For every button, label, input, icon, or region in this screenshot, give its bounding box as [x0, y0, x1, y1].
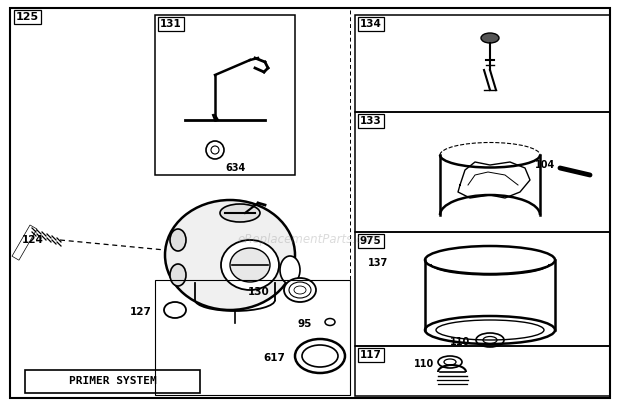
- Text: 634: 634: [225, 163, 246, 173]
- Ellipse shape: [221, 240, 279, 290]
- Text: 95: 95: [298, 319, 312, 329]
- Bar: [355, 15, 610, 112]
- Ellipse shape: [165, 200, 295, 310]
- Ellipse shape: [220, 204, 260, 222]
- Bar: [12, 225, 37, 260]
- Text: 127: 127: [130, 307, 152, 317]
- Ellipse shape: [302, 345, 338, 367]
- Ellipse shape: [425, 316, 555, 344]
- Text: 133: 133: [360, 116, 382, 126]
- Ellipse shape: [280, 256, 300, 284]
- Ellipse shape: [170, 264, 186, 286]
- Text: 110: 110: [450, 337, 470, 347]
- Text: 975: 975: [360, 236, 382, 246]
- Text: 137: 137: [368, 258, 388, 268]
- Text: PRIMER SYSTEM: PRIMER SYSTEM: [69, 376, 157, 386]
- Ellipse shape: [284, 278, 316, 302]
- Bar: [355, 232, 610, 346]
- Text: 130: 130: [248, 287, 270, 297]
- Bar: [155, 15, 295, 175]
- Text: 125: 125: [16, 12, 39, 22]
- Bar: [155, 280, 350, 395]
- Text: 134: 134: [360, 19, 382, 29]
- Text: eReplacementParts.com: eReplacementParts.com: [238, 234, 382, 247]
- Ellipse shape: [230, 248, 270, 282]
- Bar: [355, 112, 610, 232]
- Bar: [355, 346, 610, 396]
- Text: 131: 131: [160, 19, 182, 29]
- Text: 110: 110: [414, 359, 434, 369]
- Text: 117: 117: [360, 350, 382, 360]
- Ellipse shape: [481, 33, 499, 43]
- Text: 617: 617: [263, 353, 285, 363]
- Bar: [25, 370, 200, 393]
- Text: 124: 124: [22, 235, 44, 245]
- Text: 104: 104: [534, 160, 555, 170]
- Ellipse shape: [170, 229, 186, 251]
